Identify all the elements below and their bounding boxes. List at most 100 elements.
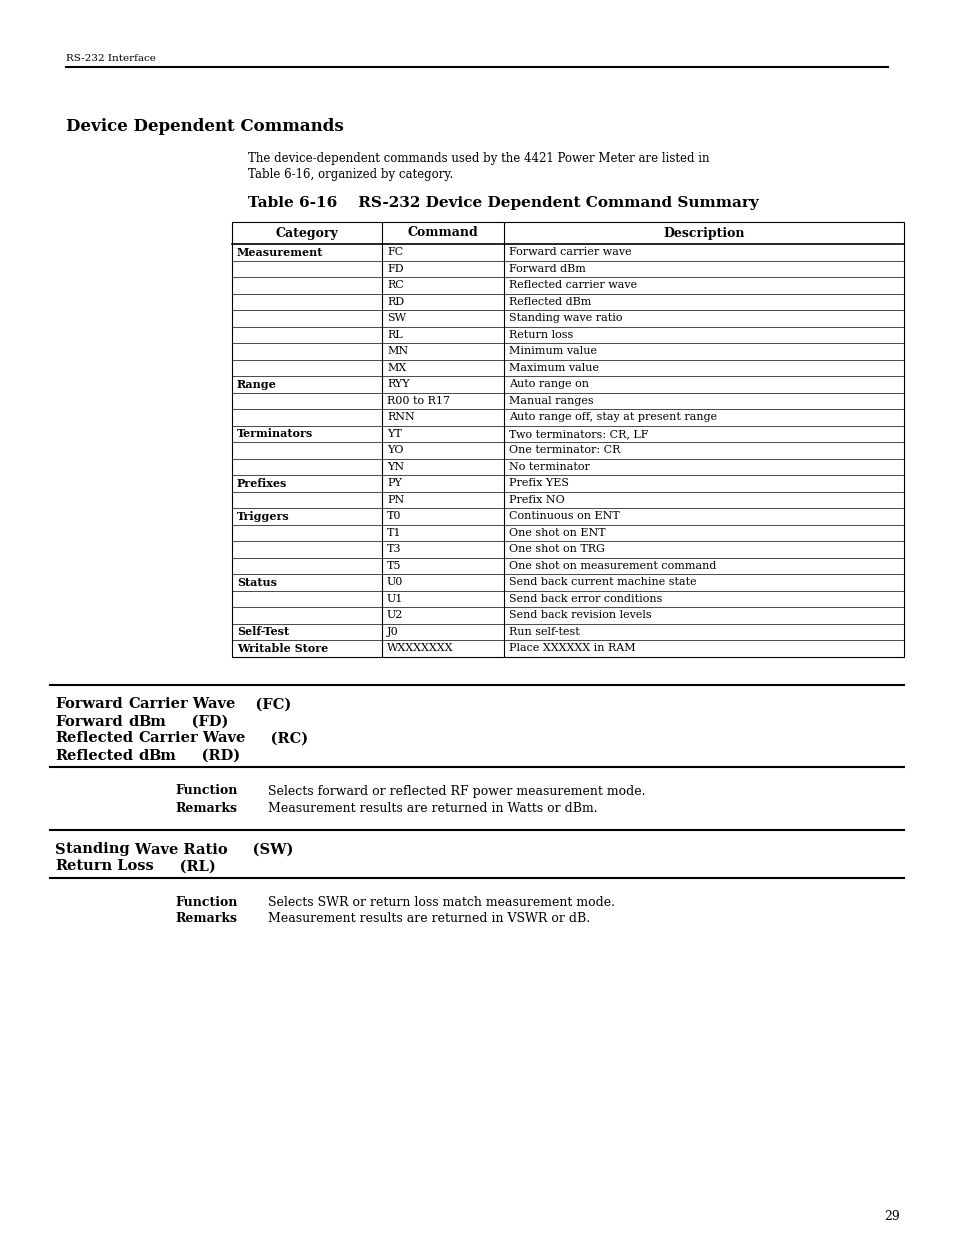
Text: RC: RC (387, 280, 403, 290)
Text: Table 6-16, organized by category.: Table 6-16, organized by category. (248, 168, 453, 182)
Text: Selects forward or reflected RF power measurement mode.: Selects forward or reflected RF power me… (268, 784, 645, 798)
Text: Prefix YES: Prefix YES (509, 478, 568, 488)
Text: Maximum value: Maximum value (509, 363, 598, 373)
Text: Command: Command (407, 226, 477, 240)
Text: Minimum value: Minimum value (509, 346, 597, 356)
Text: Function: Function (174, 895, 237, 909)
Text: YO: YO (387, 446, 403, 456)
Text: T3: T3 (387, 545, 401, 555)
Text: J0: J0 (387, 626, 398, 637)
Text: Place XXXXXX in RAM: Place XXXXXX in RAM (509, 643, 635, 653)
Text: RS-232 Interface: RS-232 Interface (66, 54, 155, 63)
Text: arrier Wave: arrier Wave (150, 731, 245, 746)
Text: S: S (55, 842, 66, 857)
Text: One shot on measurement command: One shot on measurement command (509, 561, 716, 571)
Text: WXXXXXXX: WXXXXXXX (387, 643, 453, 653)
Text: Return loss: Return loss (509, 330, 573, 340)
Text: Selects SWR or return loss match measurement mode.: Selects SWR or return loss match measure… (268, 895, 615, 909)
Text: (RL): (RL) (153, 860, 215, 873)
Text: Prefixes: Prefixes (236, 478, 287, 489)
Text: T0: T0 (387, 511, 401, 521)
Text: eflected: eflected (67, 748, 138, 762)
Text: (FD): (FD) (166, 715, 229, 729)
Text: RNN: RNN (387, 412, 415, 422)
Text: Forward dBm: Forward dBm (509, 264, 585, 274)
Text: eflected: eflected (67, 731, 138, 746)
Text: Measurement results are returned in Watts or dBm.: Measurement results are returned in Watt… (268, 802, 597, 815)
Text: (SW): (SW) (227, 842, 294, 857)
Text: Table 6-16    RS-232 Device Dependent Command Summary: Table 6-16 RS-232 Device Dependent Comma… (248, 196, 758, 210)
Text: (RC): (RC) (245, 731, 308, 746)
Text: Reflected carrier wave: Reflected carrier wave (509, 280, 637, 290)
Text: Measurement: Measurement (236, 247, 323, 258)
Text: Range: Range (236, 379, 276, 390)
Text: Continuous on ENT: Continuous on ENT (509, 511, 619, 521)
Text: Auto range off, stay at present range: Auto range off, stay at present range (509, 412, 717, 422)
Text: (FC): (FC) (234, 698, 291, 711)
Text: C: C (138, 731, 150, 746)
Text: FC: FC (387, 247, 403, 257)
Text: W: W (134, 842, 151, 857)
Text: F: F (55, 715, 66, 729)
Text: RL: RL (387, 330, 402, 340)
Text: Device Dependent Commands: Device Dependent Commands (66, 119, 343, 135)
Text: arrier Wave: arrier Wave (139, 698, 234, 711)
Text: tanding: tanding (66, 842, 134, 857)
Text: RD: RD (387, 296, 404, 306)
Text: Description: Description (662, 226, 744, 240)
Text: T1: T1 (387, 527, 401, 537)
Text: YT: YT (387, 429, 401, 438)
Text: Forward carrier wave: Forward carrier wave (509, 247, 631, 257)
Text: PN: PN (387, 495, 404, 505)
Text: Manual ranges: Manual ranges (509, 395, 593, 406)
Text: d: d (128, 715, 138, 729)
Text: orward: orward (66, 698, 128, 711)
Text: The device-dependent commands used by the 4421 Power Meter are listed in: The device-dependent commands used by th… (248, 152, 709, 165)
Text: Bm: Bm (138, 715, 166, 729)
Text: MX: MX (387, 363, 406, 373)
Text: eturn Loss: eturn Loss (67, 860, 153, 873)
Text: R00 to R17: R00 to R17 (387, 395, 450, 406)
Text: d: d (138, 748, 149, 762)
Text: R: R (55, 748, 67, 762)
Text: YN: YN (387, 462, 404, 472)
Text: FD: FD (387, 264, 403, 274)
Text: MN: MN (387, 346, 408, 356)
Text: Prefix NO: Prefix NO (509, 495, 564, 505)
Text: One terminator: CR: One terminator: CR (509, 446, 619, 456)
Text: C: C (128, 698, 139, 711)
Text: Bm: Bm (149, 748, 176, 762)
Text: PY: PY (387, 478, 401, 488)
Text: F: F (55, 698, 66, 711)
Text: Writable Store: Writable Store (236, 642, 328, 653)
Text: U0: U0 (387, 577, 403, 588)
Text: RYY: RYY (387, 379, 409, 389)
Text: Terminators: Terminators (236, 429, 313, 440)
Bar (232, 222, 903, 657)
Text: Triggers: Triggers (236, 511, 290, 521)
Text: Send back current machine state: Send back current machine state (509, 577, 696, 588)
Text: Category: Category (275, 226, 338, 240)
Text: R: R (55, 860, 67, 873)
Text: One shot on ENT: One shot on ENT (509, 527, 605, 537)
Text: 29: 29 (883, 1210, 899, 1223)
Text: No terminator: No terminator (509, 462, 589, 472)
Text: One shot on TRG: One shot on TRG (509, 545, 604, 555)
Text: U1: U1 (387, 594, 403, 604)
Text: Two terminators: CR, LF: Two terminators: CR, LF (509, 429, 648, 438)
Text: Remarks: Remarks (174, 802, 236, 815)
Text: Send back revision levels: Send back revision levels (509, 610, 651, 620)
Text: Self-Test: Self-Test (236, 626, 289, 637)
Text: R: R (55, 731, 67, 746)
Text: orward: orward (66, 715, 128, 729)
Text: ave Ratio: ave Ratio (151, 842, 227, 857)
Text: (RD): (RD) (176, 748, 240, 762)
Text: Measurement results are returned in VSWR or dB.: Measurement results are returned in VSWR… (268, 913, 590, 925)
Text: T5: T5 (387, 561, 401, 571)
Text: Auto range on: Auto range on (509, 379, 588, 389)
Text: Status: Status (236, 577, 276, 588)
Text: Send back error conditions: Send back error conditions (509, 594, 661, 604)
Text: Run self-test: Run self-test (509, 626, 579, 637)
Text: SW: SW (387, 314, 406, 324)
Text: U2: U2 (387, 610, 403, 620)
